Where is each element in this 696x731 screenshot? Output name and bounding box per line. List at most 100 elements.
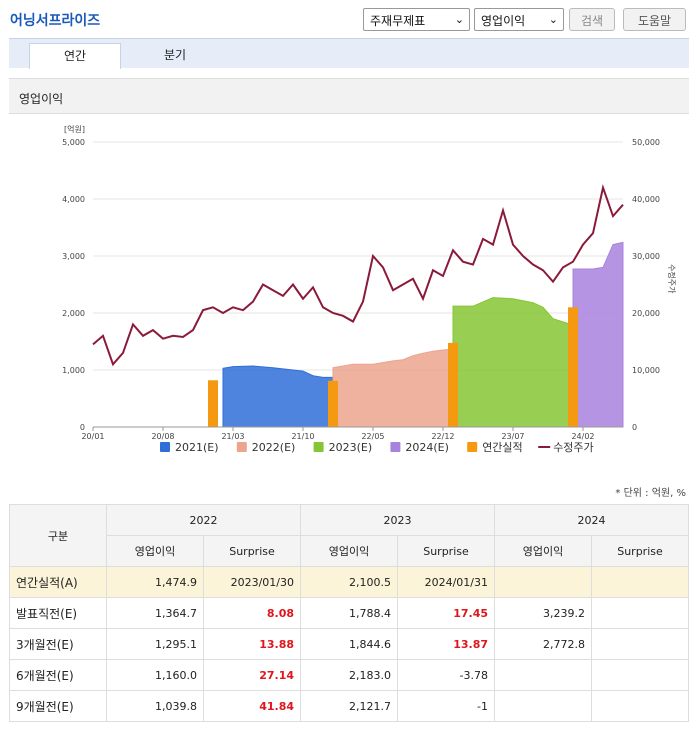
legend-item: 2021(E) (160, 441, 219, 454)
period-tabs: 연간 분기 (9, 38, 689, 69)
table-group-header: 구분 (9, 504, 107, 567)
row-label: 3개월전(E) (9, 628, 107, 660)
surprise-cell: 8.08 (203, 597, 301, 629)
surprise-highlight: 8.08 (266, 606, 294, 620)
legend-item: 2022(E) (236, 441, 296, 454)
legend-swatch (390, 442, 401, 452)
chart-bars (208, 307, 578, 427)
y-tick-label-left: 1,000 (62, 366, 85, 375)
company-name[interactable]: 어닝서프라이즈 (10, 13, 101, 29)
value-cell: 1,364.7 (106, 597, 204, 629)
value-cell: 1,474.9 (106, 566, 204, 598)
table-row: 연간실적(A) 1,474.9 2023/01/30 2,100.5 2024/01/3… (9, 566, 689, 598)
chart-panel: 영업이익 (9, 78, 689, 466)
actual-bar (448, 342, 458, 427)
year-header: 2022 (106, 504, 301, 536)
surprise-cell (591, 597, 689, 629)
y-tick-label-left: 3,000 (62, 252, 85, 261)
x-tick-label: 21/10 (291, 432, 314, 441)
x-tick-label: 20/08 (151, 432, 174, 441)
surprise-highlight: 27.14 (259, 668, 294, 682)
value-cell: 1,295.1 (106, 628, 204, 660)
area-2023(E) (452, 297, 574, 428)
sub-header-surprise: Surprise (397, 535, 495, 567)
earnings-table: 구분 2022 2023 2024 영업이익 Surprise 영업이익 Sur… (9, 504, 689, 722)
y-tick-label-left: 4,000 (62, 195, 85, 204)
value-cell: 3,239.2 (494, 597, 592, 629)
value-cell: 1,039.8 (106, 690, 204, 722)
value-cell: 2,100.5 (300, 566, 398, 598)
value-cell: 2,772.8 (494, 628, 592, 660)
surprise-highlight: 41.84 (259, 699, 294, 713)
surprise-cell: -1 (397, 690, 495, 722)
sub-header-op: 영업이익 (300, 535, 398, 567)
row-label: 발표직전(E) (9, 597, 107, 629)
legend-label: 연간실적 (482, 441, 522, 454)
x-tick-label: 21/03 (221, 432, 244, 441)
value-cell: 1,788.4 (300, 597, 398, 629)
legend-item: 2024(E) (390, 441, 449, 454)
year-header: 2023 (300, 504, 495, 536)
y-tick-label-right: 10,000 (632, 366, 660, 375)
sub-header-surprise: Surprise (203, 535, 301, 567)
statement-select-value: 주재무제표 (370, 14, 426, 28)
y-axis-unit: [억원] (64, 124, 85, 134)
chart: 0 1,000 2,000 3,000 4,000 5,000 0 10,000 20,000 3… (62, 124, 677, 454)
value-cell (494, 690, 592, 722)
legend-label: 2022(E) (252, 441, 296, 454)
x-tick-label: 22/05 (361, 432, 384, 441)
top-bar: 어닝서프라이즈 주재무제표 ⌄ 영업이익 ⌄ 검색 도움말 (0, 0, 696, 38)
search-button[interactable]: 검색 (569, 8, 615, 31)
chart-lines (92, 183, 624, 367)
table-row: 9개월전(E) 1,039.8 41.84 2,121.7 -1 (9, 690, 689, 722)
surprise-cell: 27.14 (203, 659, 301, 691)
y-tick-label-left: 2,000 (62, 309, 85, 318)
legend-swatch (160, 442, 170, 452)
tab-quarterly[interactable]: 분기 (163, 48, 187, 62)
section-title: 영업이익 (9, 79, 689, 114)
statement-select[interactable]: 주재무제표 ⌄ (363, 8, 470, 31)
y-tick-label-right: 30,000 (632, 252, 660, 261)
y-tick-label-right: 0 (632, 423, 637, 432)
surprise-cell: -3.78 (397, 659, 495, 691)
actual-bar (328, 380, 338, 427)
value-cell (494, 659, 592, 691)
surprise-cell: 17.45 (397, 597, 495, 629)
value-cell: 2,183.0 (300, 659, 398, 691)
legend-item: 2023(E) (313, 441, 372, 454)
row-label: 6개월전(E) (9, 659, 107, 691)
y-tick-label-right: 40,000 (632, 195, 660, 204)
y-tick-label-left: 5,000 (62, 138, 85, 147)
surprise-highlight: 13.87 (453, 637, 488, 651)
surprise-cell: 13.88 (203, 628, 301, 660)
surprise-cell (591, 566, 689, 598)
surprise-cell: 41.84 (203, 690, 301, 722)
value-cell: 1,160.0 (106, 659, 204, 691)
chart-axes: 0 1,000 2,000 3,000 4,000 5,000 0 10,000 20,000 3… (62, 124, 677, 441)
value-cell (494, 566, 592, 598)
row-label: 9개월전(E) (9, 690, 107, 722)
sub-header-op: 영업이익 (106, 535, 204, 567)
legend-label: 수정주가 (553, 441, 593, 454)
surprise-highlight: 17.45 (453, 606, 488, 620)
surprise-cell: 13.87 (397, 628, 495, 660)
legend-item: 연간실적 (467, 441, 523, 454)
metric-select[interactable]: 영업이익 ⌄ (474, 8, 564, 31)
sub-header-op: 영업이익 (494, 535, 592, 567)
year-header: 2024 (494, 504, 689, 536)
surprise-cell (591, 659, 689, 691)
actual-bar (568, 307, 578, 427)
y-tick-label-right: 50,000 (632, 138, 660, 147)
surprise-cell: 2024/01/31 (397, 566, 495, 598)
legend-item: 수정주가 (538, 441, 594, 454)
surprise-cell: 2023/01/30 (203, 566, 301, 598)
help-button[interactable]: 도움말 (623, 8, 686, 31)
value-cell: 1,844.6 (300, 628, 398, 660)
price-line (92, 183, 624, 367)
tab-annual[interactable]: 연간 (29, 43, 121, 69)
sub-header-surprise: Surprise (591, 535, 689, 567)
legend-swatch (236, 442, 247, 452)
legend-swatch (467, 442, 478, 452)
legend-label: 2024(E) (405, 441, 449, 454)
table-row: 발표직전(E) 1,364.7 8.08 1,788.4 17.45 3,239.2 (9, 597, 689, 629)
